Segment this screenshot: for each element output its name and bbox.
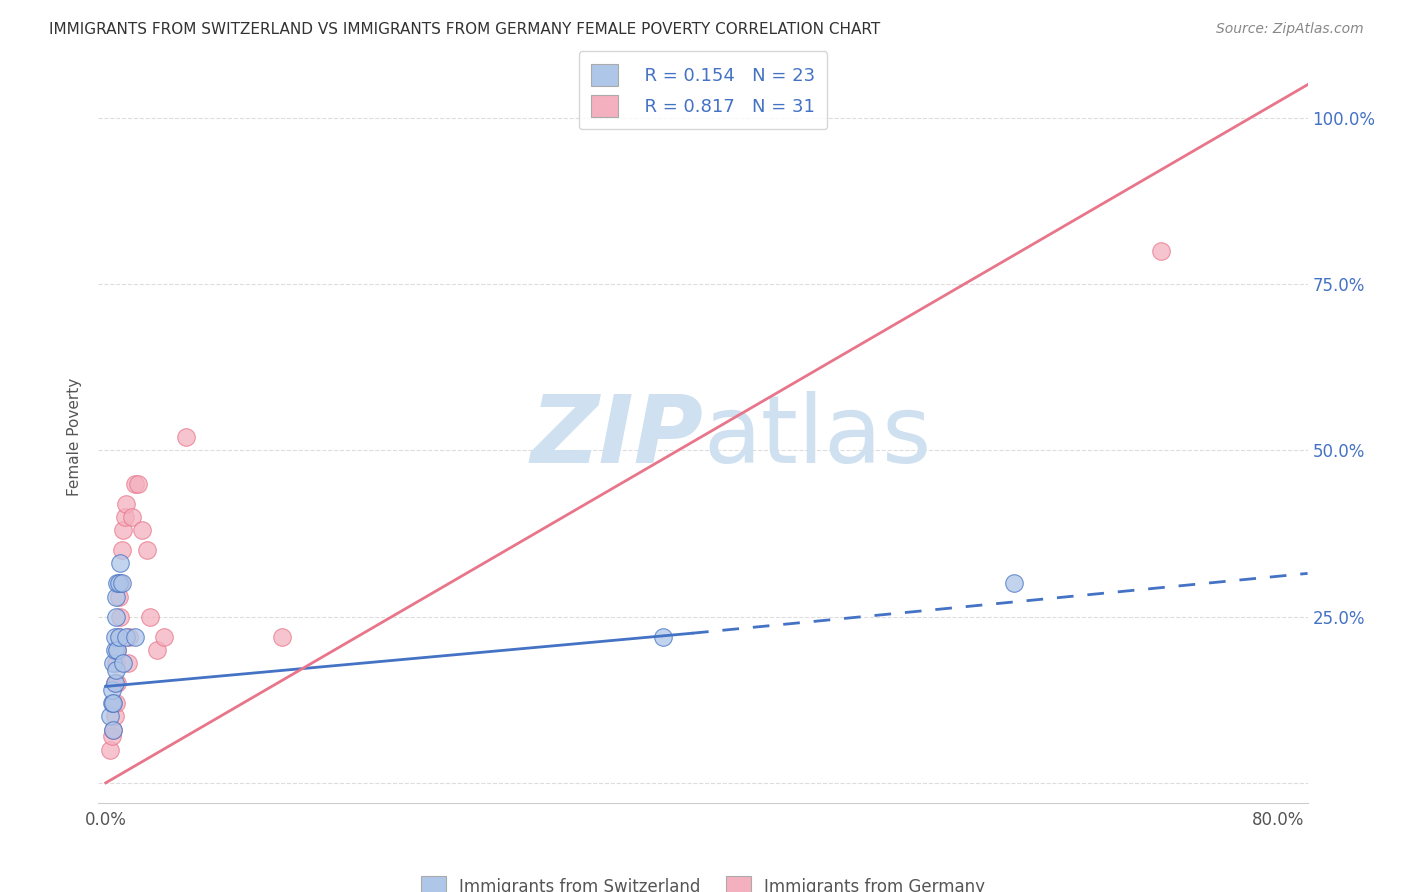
Point [176, 430, 198, 444]
Point [101, 723, 124, 737]
Point [270, 630, 292, 644]
Point [100, 696, 122, 710]
Point [103, 630, 125, 644]
Point [115, 630, 138, 644]
Point [115, 497, 138, 511]
Point [114, 509, 136, 524]
Point [1150, 244, 1173, 258]
Point [112, 523, 135, 537]
Point [108, 630, 131, 644]
Point [124, 630, 146, 644]
Point [107, 643, 129, 657]
Point [110, 557, 132, 571]
Text: IMMIGRANTS FROM SWITZERLAND VS IMMIGRANTS FROM GERMANY FEMALE POVERTY CORRELATIO: IMMIGRANTS FROM SWITZERLAND VS IMMIGRANT… [49, 22, 880, 37]
Point [98, 742, 121, 756]
Point [1004, 576, 1026, 591]
Y-axis label: Female Poverty: Female Poverty [67, 378, 83, 496]
Point [117, 656, 139, 670]
Point [103, 676, 125, 690]
Point [105, 696, 128, 710]
Point [651, 630, 673, 644]
Point [100, 682, 122, 697]
Legend: Immigrants from Switzerland, Immigrants from Germany: Immigrants from Switzerland, Immigrants … [415, 870, 991, 892]
Point [112, 656, 135, 670]
Point [108, 576, 131, 591]
Point [108, 630, 131, 644]
Text: atlas: atlas [703, 391, 931, 483]
Point [101, 696, 124, 710]
Point [135, 543, 157, 558]
Point [121, 509, 143, 524]
Point [110, 609, 132, 624]
Point [153, 630, 176, 644]
Point [127, 476, 149, 491]
Point [103, 643, 125, 657]
Text: ZIP: ZIP [530, 391, 703, 483]
Point [105, 656, 128, 670]
Text: Source: ZipAtlas.com: Source: ZipAtlas.com [1216, 22, 1364, 37]
Point [108, 590, 131, 604]
Point [101, 656, 124, 670]
Point [118, 630, 141, 644]
Point [111, 576, 134, 591]
Point [100, 729, 122, 743]
Point [110, 576, 132, 591]
Point [131, 523, 153, 537]
Point [101, 696, 124, 710]
Point [107, 643, 129, 657]
Point [103, 709, 125, 723]
Point [98, 709, 121, 723]
Point [138, 609, 160, 624]
Point [107, 576, 129, 591]
Point [105, 590, 128, 604]
Point [146, 643, 169, 657]
Point [107, 676, 129, 690]
Point [103, 676, 125, 690]
Point [101, 723, 124, 737]
Point [124, 476, 146, 491]
Point [105, 609, 128, 624]
Point [111, 543, 134, 558]
Point [105, 663, 128, 677]
